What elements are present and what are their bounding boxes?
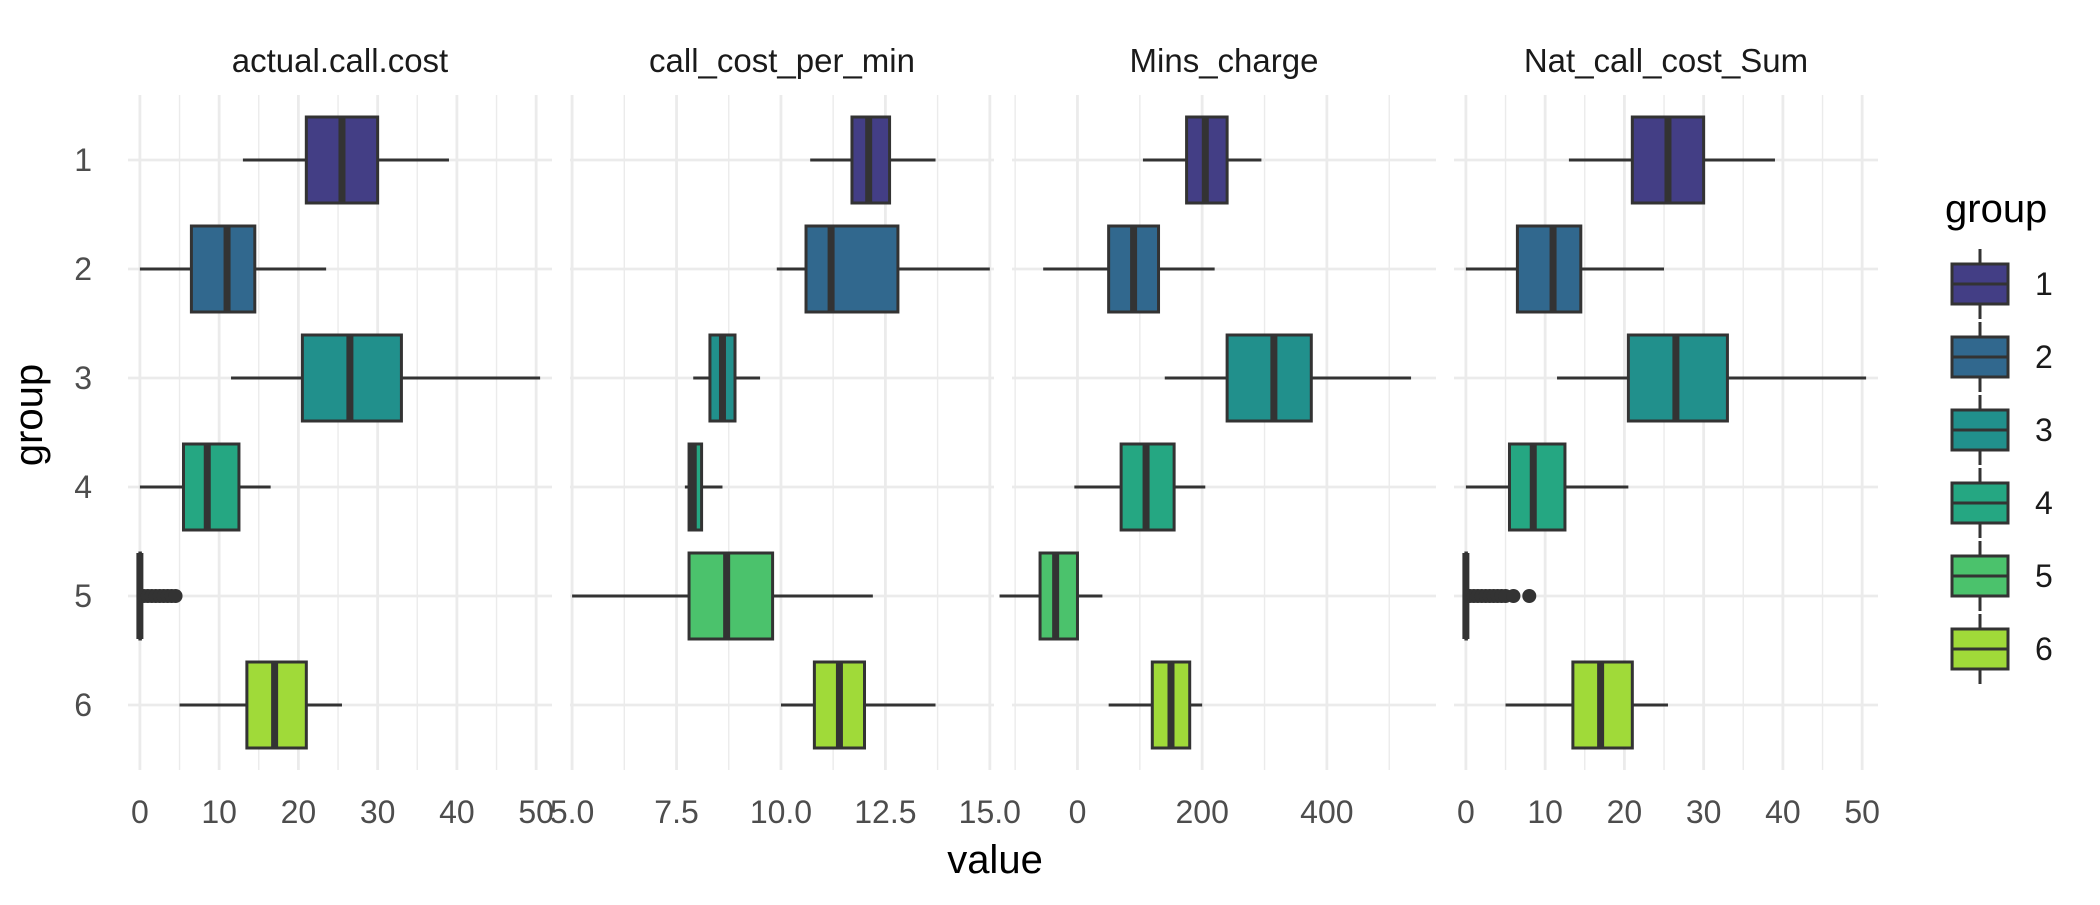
boxplot-1 — [1568, 115, 1775, 205]
boxplot-5 — [572, 551, 873, 641]
outlier-point — [1522, 589, 1537, 603]
legend: group 1 2 3 4 5 6 — [1945, 187, 2053, 684]
facet-title: call_cost_per_min — [649, 42, 915, 79]
y-axis-tick-labels: 1 2 3 4 5 6 — [74, 142, 92, 723]
legend-label: 3 — [2035, 412, 2053, 448]
legend-label: 2 — [2035, 339, 2053, 375]
boxplot-2 — [139, 224, 327, 314]
boxplot-2 — [1465, 224, 1665, 314]
facet-panel: Mins_charge 0 200 400 — [999, 42, 1436, 830]
boxplot-3 — [1557, 333, 1867, 423]
x-tick-label: 20 — [1607, 794, 1643, 830]
legend-item-1: 1 — [1950, 249, 2053, 319]
box — [1515, 224, 1583, 314]
x-tick-label: 10.0 — [750, 794, 812, 830]
legend-item-2: 2 — [1950, 322, 2053, 392]
boxplot-4 — [684, 442, 723, 532]
box — [804, 224, 900, 314]
x-tick-label: 10 — [201, 794, 237, 830]
x-tick-label: 0 — [131, 794, 149, 830]
legend-item-4: 4 — [1950, 468, 2053, 538]
legend-label: 6 — [2035, 631, 2053, 667]
x-tick-label: 15.0 — [959, 794, 1021, 830]
boxplot-6 — [1505, 660, 1668, 750]
y-tick-label: 1 — [74, 142, 92, 178]
boxplot-6 — [1108, 660, 1203, 750]
x-tick-label: 5.0 — [550, 794, 594, 830]
y-tick-label: 4 — [74, 469, 92, 505]
facet-panel: actual.call.cost 0 10 20 30 40 50 — [128, 42, 554, 830]
y-tick-label: 5 — [74, 578, 92, 614]
legend-label: 1 — [2035, 266, 2053, 302]
facet-title: Nat_call_cost_Sum — [1524, 42, 1808, 79]
x-axis-title: value — [947, 838, 1043, 882]
boxplot-2 — [1043, 224, 1215, 314]
boxplot-4 — [1465, 442, 1629, 532]
boxplot-6 — [780, 660, 936, 750]
outlier-point — [1506, 589, 1521, 603]
x-tick-label: 50 — [518, 794, 554, 830]
boxplot-3 — [693, 333, 761, 423]
boxplot-4 — [1074, 442, 1206, 532]
box — [189, 224, 257, 314]
x-tick-label: 400 — [1300, 794, 1353, 830]
legend-title: group — [1945, 187, 2047, 231]
y-tick-label: 2 — [74, 251, 92, 287]
x-tick-label: 50 — [1844, 794, 1880, 830]
x-tick-label: 30 — [1686, 794, 1722, 830]
boxplot-1 — [1142, 115, 1262, 205]
boxplot-5 — [136, 551, 183, 641]
x-tick-label: 20 — [281, 794, 317, 830]
outlier-point — [168, 589, 183, 603]
x-tick-label: 12.5 — [854, 794, 916, 830]
boxplot-1 — [242, 115, 449, 205]
box — [181, 442, 241, 532]
boxplot-4 — [139, 442, 271, 532]
boxplot-1 — [810, 115, 936, 205]
x-tick-label: 0 — [1457, 794, 1475, 830]
x-tick-label: 40 — [1765, 794, 1801, 830]
y-tick-label: 6 — [74, 687, 92, 723]
boxplot-3 — [231, 333, 541, 423]
boxplot-6 — [179, 660, 342, 750]
boxplot-5 — [1462, 551, 1537, 641]
facet-title: actual.call.cost — [232, 42, 448, 79]
legend-label: 4 — [2035, 485, 2053, 521]
box — [687, 551, 775, 641]
legend-items: 1 2 3 4 5 6 — [1950, 249, 2053, 684]
legend-item-6: 6 — [1950, 614, 2053, 684]
x-tick-label: 40 — [439, 794, 475, 830]
legend-label: 5 — [2035, 558, 2053, 594]
legend-item-5: 5 — [1950, 541, 2053, 611]
boxplot-3 — [1164, 333, 1412, 423]
boxplot-2 — [776, 224, 990, 314]
facet-title: Mins_charge — [1130, 42, 1319, 79]
y-tick-label: 3 — [74, 360, 92, 396]
box — [1507, 442, 1567, 532]
box — [1225, 333, 1313, 423]
x-tick-label: 200 — [1175, 794, 1228, 830]
legend-item-3: 3 — [1950, 395, 2053, 465]
x-tick-label: 10 — [1527, 794, 1563, 830]
y-axis-title: group — [7, 364, 51, 466]
x-tick-label: 30 — [360, 794, 396, 830]
facet-panel: call_cost_per_min 5.0 7.5 10.0 12.5 15.0 — [550, 42, 1021, 830]
boxplot-5 — [999, 551, 1103, 641]
facet-panel: Nat_call_cost_Sum 0 10 20 30 40 50 — [1454, 42, 1880, 830]
x-tick-label: 0 — [1069, 794, 1087, 830]
x-tick-label: 7.5 — [654, 794, 698, 830]
